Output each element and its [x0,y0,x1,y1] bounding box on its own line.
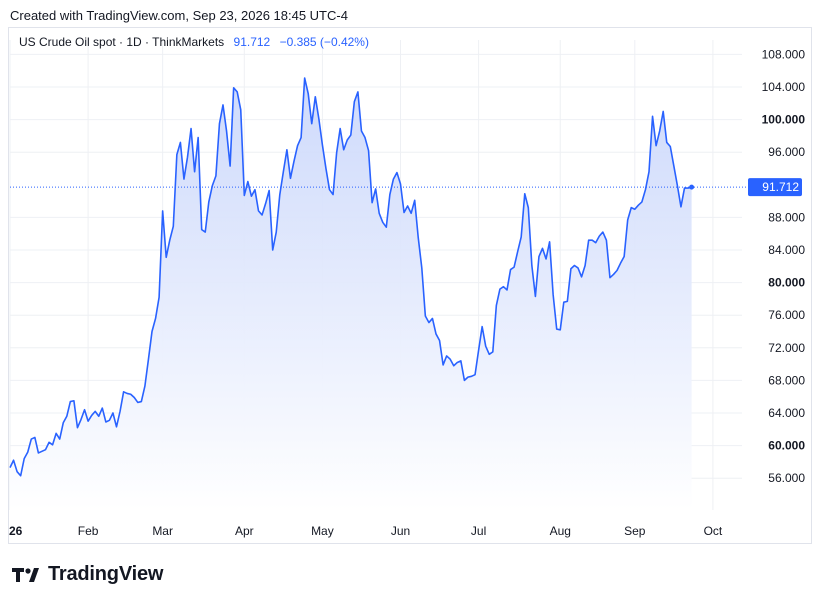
y-tick-label: 76.000 [768,308,805,322]
last-value: 91.712 [233,35,271,49]
y-tick-label: 108.000 [762,47,806,61]
x-tick-label: Oct [704,524,723,538]
y-tick-label: 100.000 [762,113,806,127]
last-price-dot [689,184,695,190]
y-tick-label: 80.000 [768,276,805,290]
chart-frame [8,27,812,544]
tradingview-wordmark: TradingView [48,563,164,585]
price-area-fill [10,78,692,510]
price-change: −0.385 (−0.42%) [279,35,369,49]
x-axis[interactable]: 26 Feb Mar Apr May Jun Jul Aug Sep Oct [9,524,723,538]
y-tick-label: 60.000 [768,439,805,453]
x-tick-label: Sep [624,524,646,538]
last-price-tag: 91.712 [748,178,802,197]
x-tick-label: Jun [391,524,410,538]
y-tick-label: 56.000 [768,471,805,485]
tradingview-branding[interactable]: TradingView [12,563,163,586]
x-tick-label: Jul [471,524,486,538]
x-tick-label: Aug [550,524,571,538]
x-tick-label: 26 [9,524,23,538]
y-tick-label: 88.000 [768,210,805,224]
y-tick-label: 96.000 [768,145,805,159]
y-tick-label: 104.000 [762,80,806,94]
y-axis[interactable]: 108.000 104.000 100.000 96.000 88.000 84.000 8… [762,47,806,485]
y-tick-label: 84.000 [768,243,805,257]
y-tick-label: 68.000 [768,373,805,387]
symbol-description: US Crude Oil spot · 1D · ThinkMarkets [19,35,225,49]
price-line [9,77,692,477]
y-tick-label: 64.000 [768,406,805,420]
x-tick-label: Apr [235,524,254,538]
x-tick-label: May [311,524,334,538]
tradingview-logo-icon [12,567,39,582]
chart-legend: US Crude Oil spot · 1D · ThinkMarkets 91… [19,35,369,49]
x-tick-label: Mar [152,524,173,538]
last-price-label: 91.712 [762,180,799,194]
created-with-caption: Created with TradingView.com, Sep 23, 20… [10,8,348,23]
y-tick-label: 72.000 [768,341,805,355]
x-tick-label: Feb [78,524,99,538]
